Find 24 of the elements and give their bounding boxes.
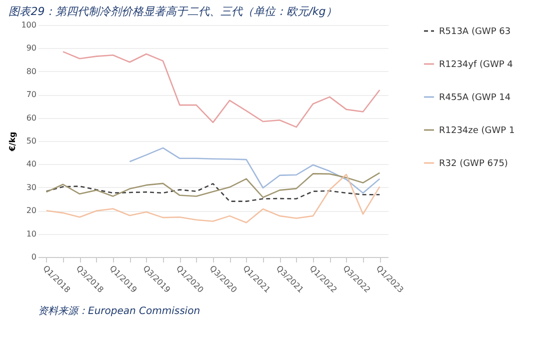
line-series bbox=[62, 51, 380, 128]
legend-label: R1234ze (GWP 1 bbox=[439, 126, 515, 136]
y-tick-label: 80 bbox=[26, 66, 36, 76]
y-tick-label: 0 bbox=[31, 252, 36, 262]
legend-label: R1234yf (GWP 4 bbox=[439, 60, 514, 70]
text: 资料来源：European Commission bbox=[38, 305, 200, 317]
y-tick-label: 60 bbox=[26, 113, 36, 122]
line-series bbox=[129, 147, 380, 194]
chart-title: 图表29：第四代制冷剂价格显著高于二代、三代（单位：欧元/kg） bbox=[8, 5, 337, 18]
y-tick-label: 10 bbox=[26, 229, 36, 238]
y-tick-label: 100 bbox=[21, 20, 36, 30]
y-tick-label: 20 bbox=[26, 206, 36, 216]
y-tick-label: 30 bbox=[26, 182, 36, 192]
legend-label: R32 (GWP 675) bbox=[439, 159, 508, 169]
line-series bbox=[46, 183, 380, 202]
y-axis-title: €/kg bbox=[8, 131, 18, 152]
legend-label: R513A (GWP 63 bbox=[439, 27, 511, 37]
line-series bbox=[46, 174, 380, 224]
line-series bbox=[46, 172, 380, 198]
y-tick-label: 70 bbox=[26, 90, 36, 100]
y-tick-label: 50 bbox=[26, 136, 36, 146]
y-tick-label: 90 bbox=[26, 44, 36, 53]
legend-label: R455A (GWP 14 bbox=[439, 93, 511, 103]
y-tick-label: 40 bbox=[26, 160, 36, 169]
